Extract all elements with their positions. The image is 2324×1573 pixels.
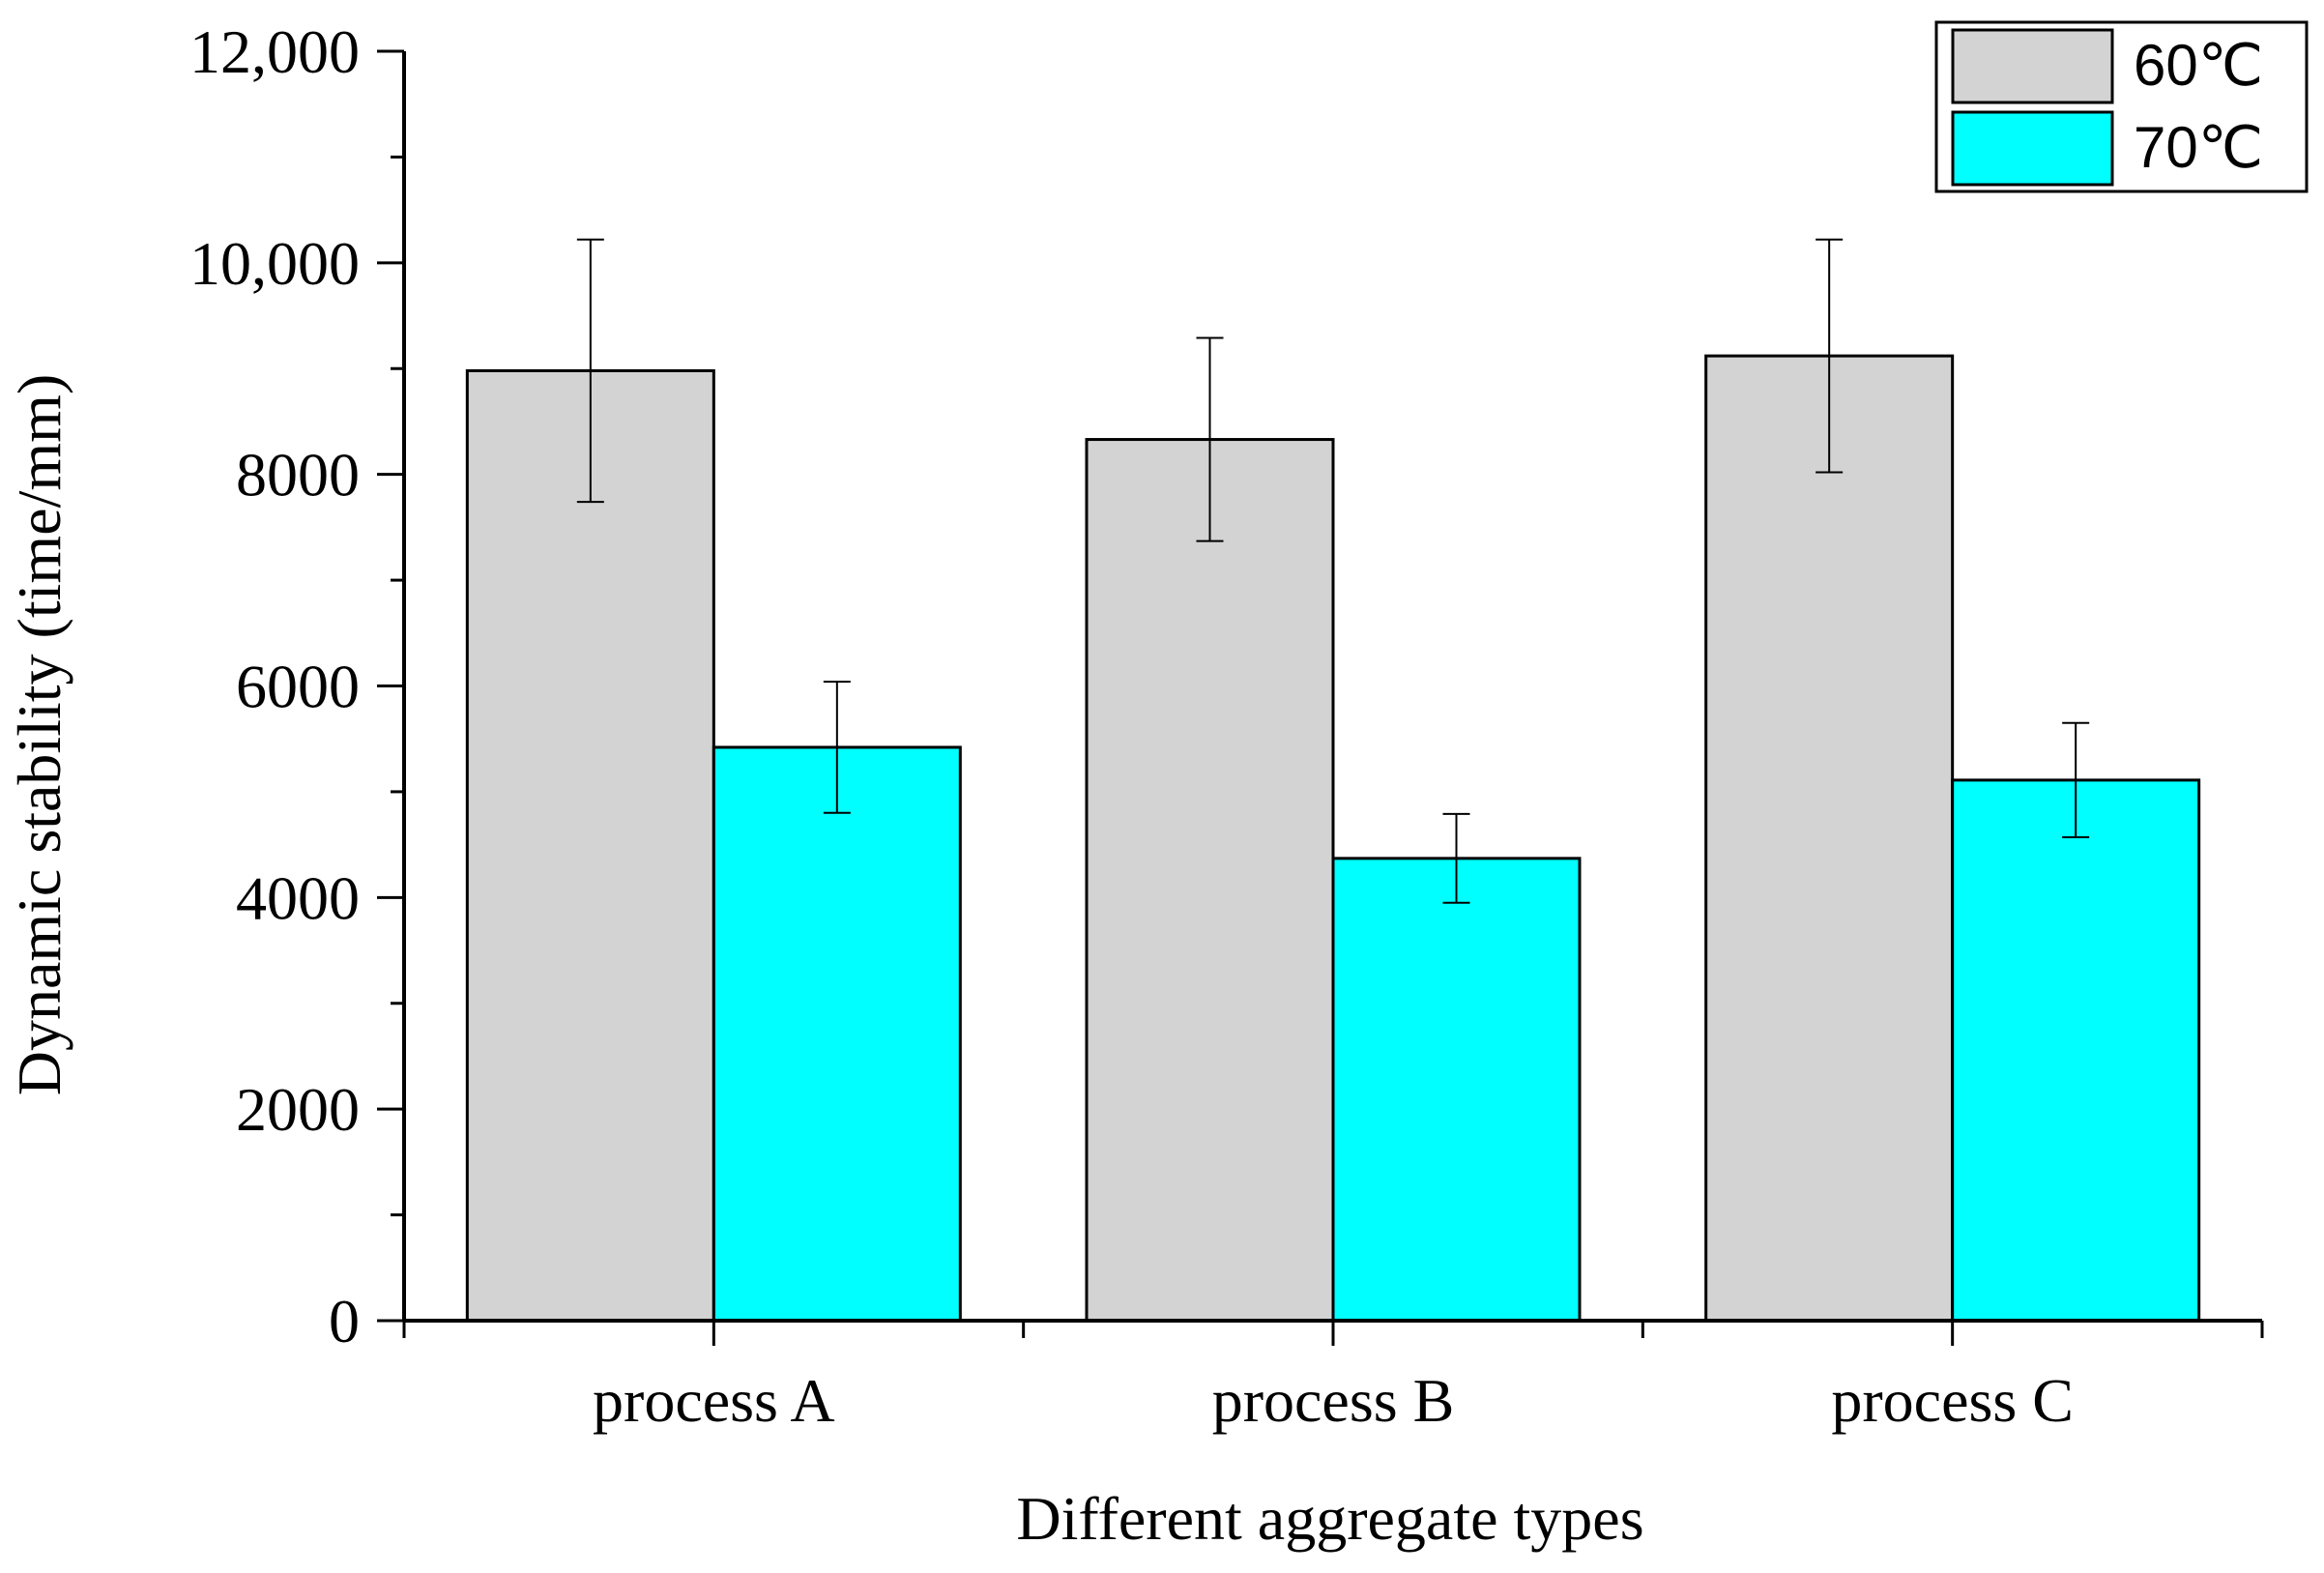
axes-layer bbox=[377, 49, 2264, 1346]
x-tick-label: process B bbox=[1212, 1366, 1455, 1435]
x-axis-label: Different aggregate types bbox=[1016, 1484, 1643, 1553]
error-bar bbox=[2062, 721, 2090, 838]
legend-label-70c: 70℃ bbox=[2134, 115, 2263, 180]
y-tick-label: 10,000 bbox=[189, 229, 360, 298]
bar-process-a-series-0 bbox=[465, 368, 715, 1323]
error-bar bbox=[1816, 238, 1844, 474]
error-bar bbox=[1442, 812, 1470, 904]
legend-swatch-60c bbox=[1951, 28, 2114, 104]
bar-process-b-series-0 bbox=[1085, 438, 1335, 1323]
legend-label-60c: 60℃ bbox=[2134, 33, 2263, 98]
x-tick-label: process A bbox=[593, 1366, 835, 1435]
error-bars-layer bbox=[576, 238, 2090, 904]
legend: 60℃ 70℃ bbox=[1934, 20, 2309, 193]
bar-process-b-series-1 bbox=[1331, 857, 1582, 1323]
y-tick-label: 0 bbox=[329, 1287, 360, 1355]
y-tick-label: 8000 bbox=[236, 441, 360, 510]
error-bar bbox=[823, 681, 851, 814]
error-bar bbox=[1196, 336, 1224, 542]
y-tick-label: 4000 bbox=[236, 863, 360, 932]
y-tick-label: 12,000 bbox=[189, 17, 360, 86]
bar-process-a-series-1 bbox=[712, 745, 962, 1323]
bar-process-c-series-1 bbox=[1951, 778, 2201, 1323]
x-tick-label: process C bbox=[1831, 1366, 2074, 1435]
tick-labels-layer: process A process B process C 0 2000 4000 6000… bbox=[189, 17, 2074, 1435]
y-tick-label: 6000 bbox=[236, 653, 360, 721]
y-axis-label: Dynamic stability (time/mm) bbox=[5, 374, 73, 1096]
y-tick-label: 2000 bbox=[236, 1075, 360, 1144]
error-bar bbox=[576, 238, 604, 504]
legend-swatch-70c bbox=[1951, 110, 2114, 187]
bar-process-c-series-0 bbox=[1704, 354, 1955, 1323]
bars-layer bbox=[465, 354, 2201, 1323]
